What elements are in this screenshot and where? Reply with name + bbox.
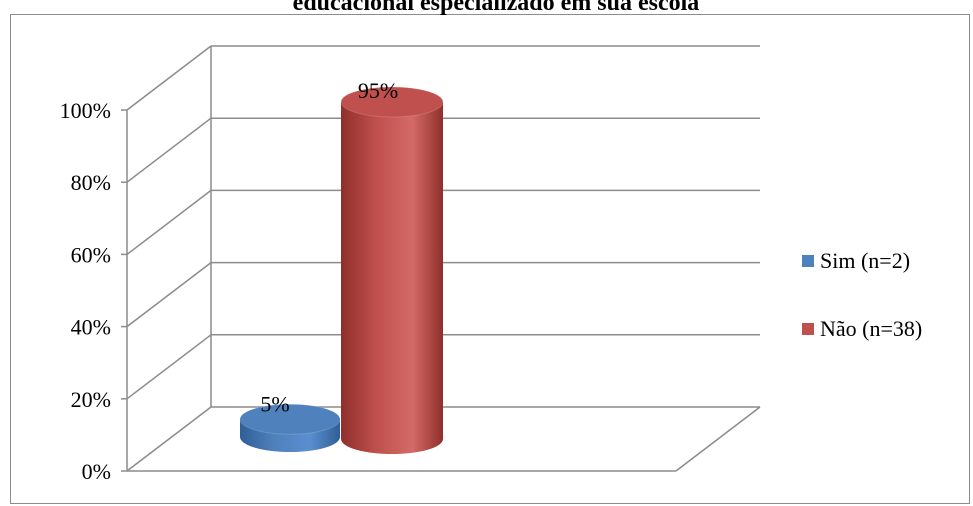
data-label-nao: 95%	[358, 78, 398, 103]
y-tick-label: 100%	[60, 98, 111, 123]
legend: Sim (n=2) Não (n=38)	[802, 248, 922, 341]
y-tick-label: 0%	[82, 459, 111, 484]
y-tick-label: 80%	[71, 170, 111, 195]
y-tick-label: 60%	[71, 242, 111, 267]
gridline-side	[126, 117, 212, 183]
chart-frame	[10, 14, 970, 504]
y-tick-label: 20%	[71, 387, 111, 412]
chart-title: educacional especializado em sua escola	[293, 0, 700, 16]
bar-sim	[239, 403, 341, 452]
gridline-side	[126, 334, 212, 400]
gridline-side	[126, 189, 212, 255]
bar-nao	[340, 86, 444, 454]
gridline-side	[126, 45, 212, 111]
data-label-sim: 5%	[260, 391, 289, 416]
y-tick-label: 40%	[71, 315, 111, 340]
legend-label-sim: Sim (n=2)	[820, 248, 910, 273]
gridline-side	[126, 406, 212, 472]
legend-label-nao: Não (n=38)	[820, 316, 922, 341]
y-axis-ticks: 0% 20% 40% 60% 80% 100%	[60, 98, 111, 484]
bar-top	[239, 403, 341, 435]
grid-layer	[121, 45, 761, 472]
bar-body	[341, 102, 443, 454]
floor-right-edge	[675, 406, 761, 472]
bars	[239, 86, 444, 454]
legend-swatch-sim	[802, 255, 814, 267]
bar-top	[340, 86, 444, 118]
legend-swatch-nao	[802, 323, 814, 335]
data-labels: 5% 95%	[260, 78, 398, 416]
gridline-side	[126, 262, 212, 328]
